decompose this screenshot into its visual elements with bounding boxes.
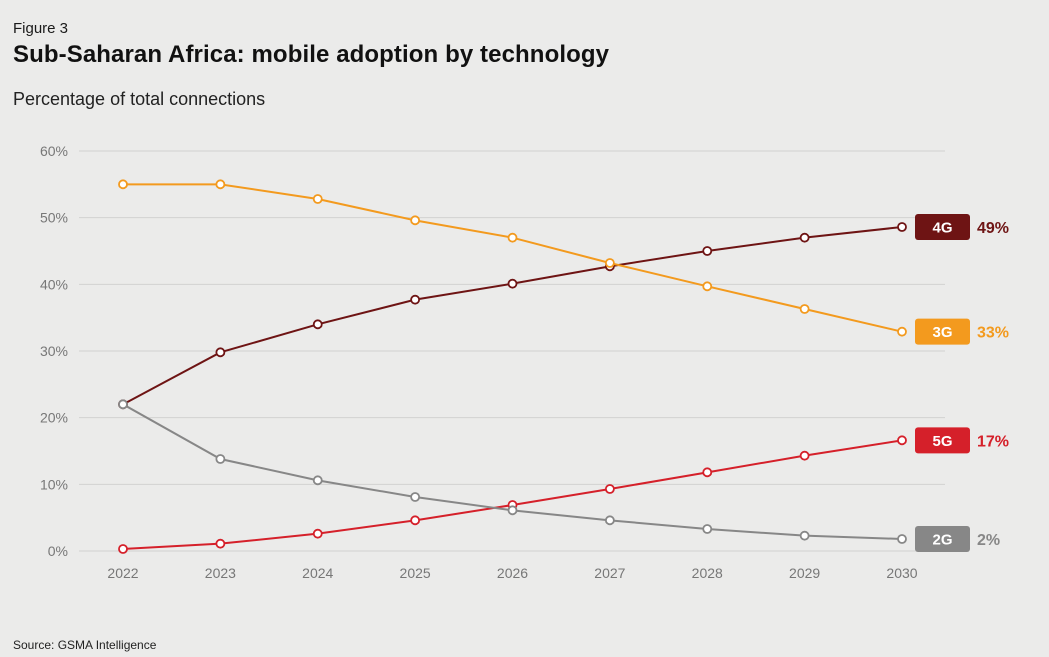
data-point-4g	[897, 222, 907, 232]
series-end-value: 49%	[977, 220, 1009, 237]
series-name-label: 4G	[932, 220, 952, 237]
x-tick-label: 2025	[400, 565, 431, 581]
x-tick-label: 2023	[205, 565, 236, 581]
data-point-4g	[702, 246, 713, 256]
data-point-5g	[799, 450, 810, 461]
series-badge	[915, 214, 970, 240]
end-label-5g: 5G 17%	[915, 427, 1009, 454]
source-note: Source: GSMA Intelligence	[13, 638, 157, 652]
data-point-2g	[604, 515, 615, 526]
chart-subtitle: Percentage of total connections	[13, 89, 266, 109]
data-point-4g	[215, 347, 226, 358]
data-point-3g	[507, 232, 518, 243]
data-point-2g	[507, 505, 518, 516]
series-line-4g	[122, 226, 903, 406]
data-point-3g	[702, 281, 713, 292]
data-point-5g	[118, 544, 128, 554]
y-tick-label: 20%	[40, 410, 68, 426]
data-point-3g	[799, 304, 810, 314]
end-label-4g: 4G 49%	[915, 214, 1009, 240]
x-tick-label: 2024	[302, 565, 333, 581]
data-point-4g	[312, 319, 323, 330]
line-chart: 0%10%20%30%40%50%60% 2022 2023 2024 2025 202…	[40, 143, 1009, 581]
data-point-3g	[215, 179, 226, 190]
series-badge	[915, 526, 970, 552]
data-point-2g	[702, 524, 713, 534]
series-name-label: 5G	[932, 433, 952, 450]
x-tick-label: 2022	[107, 565, 138, 581]
data-point-2g	[312, 475, 323, 486]
data-point-5g	[215, 538, 226, 549]
data-point-3g	[118, 179, 128, 190]
data-point-3g	[312, 194, 323, 204]
x-axis-ticks: 2022 2023 2024 2025 2026 2027 2028 2029 2030	[107, 565, 917, 581]
series-line-3g	[123, 183, 903, 333]
y-axis-ticks: 0% 10% 20% 30% 40% 50% 60%	[40, 143, 68, 559]
data-point-4g	[507, 278, 518, 289]
end-label-3g: 3G 33%	[915, 318, 1009, 345]
end-labels: 4G 49% 3G 33% 5G 17% 2G 2%	[915, 214, 1009, 552]
chart-title: Sub-Saharan Africa: mobile adoption by t…	[13, 41, 610, 68]
series-badge	[915, 427, 970, 454]
data-point-2g	[410, 492, 421, 502]
data-point-3g	[410, 215, 421, 226]
series-end-value: 2%	[977, 532, 1000, 549]
y-tick-label: 60%	[40, 143, 68, 159]
data-point-3g	[604, 258, 615, 268]
data-point-5g	[897, 435, 907, 446]
series-badge	[915, 318, 970, 345]
data-point-5g	[410, 515, 421, 526]
y-tick-label: 30%	[40, 343, 68, 359]
y-tick-label: 40%	[40, 276, 68, 292]
data-point-3g	[897, 326, 907, 337]
end-label-2g: 2G 2%	[915, 526, 1000, 552]
series-end-value: 17%	[977, 433, 1009, 450]
data-point-2g	[118, 399, 128, 410]
series-line-2g	[122, 403, 903, 540]
series-name-label: 3G	[932, 324, 952, 341]
data-point-2g	[215, 454, 226, 464]
data-point-5g	[312, 528, 323, 539]
figure-label: Figure 3	[13, 20, 69, 37]
series-points	[118, 179, 907, 554]
gridlines	[79, 150, 945, 552]
data-point-4g	[410, 294, 421, 305]
x-tick-label: 2026	[497, 565, 528, 581]
series-line-5g	[122, 439, 903, 550]
x-tick-label: 2030	[886, 565, 917, 581]
x-tick-label: 2029	[789, 565, 820, 581]
data-point-2g	[799, 530, 810, 541]
y-tick-label: 0%	[48, 543, 68, 559]
data-point-4g	[799, 232, 810, 243]
x-tick-label: 2027	[594, 565, 625, 581]
y-tick-label: 50%	[40, 210, 68, 226]
data-point-5g	[604, 484, 615, 494]
x-tick-label: 2028	[692, 565, 723, 581]
series-end-value: 33%	[977, 325, 1009, 342]
data-point-5g	[702, 467, 713, 478]
series-name-label: 2G	[932, 532, 952, 549]
data-point-2g	[897, 534, 907, 544]
y-tick-label: 10%	[40, 476, 68, 492]
